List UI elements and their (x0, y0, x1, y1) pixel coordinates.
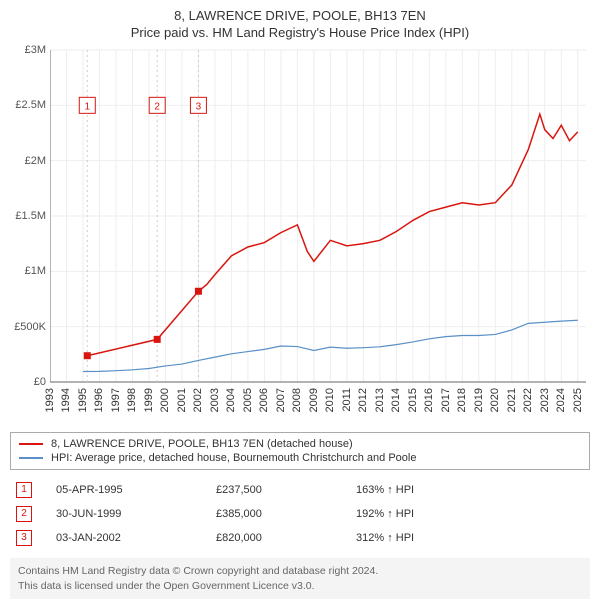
sale-date: 30-JUN-1999 (50, 502, 210, 526)
sale-price: £820,000 (210, 526, 350, 550)
x-axis-labels: 1993199419951996199719981999200020012002… (50, 386, 586, 426)
footer-line1: Contains HM Land Registry data © Crown c… (18, 564, 582, 579)
x-tick-label: 2005 (242, 388, 254, 412)
sale-delta: 192% ↑ HPI (350, 502, 590, 526)
x-tick-label: 2008 (291, 388, 303, 412)
legend-label-property: 8, LAWRENCE DRIVE, POOLE, BH13 7EN (deta… (51, 438, 353, 450)
sale-marker-icon: 3 (16, 530, 32, 546)
x-tick-label: 2003 (209, 388, 221, 412)
sale-marker-icon: 1 (16, 482, 32, 498)
y-tick-label: £1M (25, 265, 46, 277)
title-sub: Price paid vs. HM Land Registry's House … (10, 25, 590, 40)
sale-date: 05-APR-1995 (50, 478, 210, 502)
y-tick-label: £2.5M (15, 99, 46, 111)
chart-area: £0£500K£1M£1.5M£2M£2.5M£3M 123 (50, 46, 586, 386)
legend-label-hpi: HPI: Average price, detached house, Bour… (51, 452, 416, 464)
y-tick-label: £0 (34, 376, 46, 388)
legend: 8, LAWRENCE DRIVE, POOLE, BH13 7EN (deta… (10, 432, 590, 470)
x-tick-label: 2001 (176, 388, 188, 412)
legend-swatch-property (19, 443, 43, 445)
x-tick-label: 2014 (390, 388, 402, 412)
sales-table: 1 05-APR-1995£237,500163% ↑ HPI 2 30-JUN-19… (10, 478, 590, 550)
y-tick-label: £2M (25, 155, 46, 167)
x-tick-label: 2025 (572, 388, 584, 412)
x-tick-label: 2007 (275, 388, 287, 412)
y-tick-label: £1.5M (15, 210, 46, 222)
x-tick-label: 2002 (192, 388, 204, 412)
x-tick-label: 2022 (522, 388, 534, 412)
svg-text:3: 3 (196, 101, 202, 112)
x-tick-label: 2006 (258, 388, 270, 412)
y-tick-label: £500K (14, 321, 46, 333)
x-tick-label: 2012 (357, 388, 369, 412)
x-tick-label: 1994 (60, 388, 72, 412)
chart-title-block: 8, LAWRENCE DRIVE, POOLE, BH13 7EN Price… (10, 8, 590, 40)
x-tick-label: 2013 (374, 388, 386, 412)
x-tick-label: 2016 (423, 388, 435, 412)
sale-price: £385,000 (210, 502, 350, 526)
x-tick-label: 2021 (506, 388, 518, 412)
x-tick-label: 2009 (308, 388, 320, 412)
table-row: 3 03-JAN-2002£820,000312% ↑ HPI (10, 526, 590, 550)
line-chart-svg: 1 2 3 (50, 46, 586, 386)
x-tick-label: 2000 (159, 388, 171, 412)
x-tick-label: 2024 (555, 388, 567, 412)
x-tick-label: 2019 (473, 388, 485, 412)
svg-text:2: 2 (154, 101, 160, 112)
y-tick-label: £3M (25, 44, 46, 56)
x-tick-label: 2010 (324, 388, 336, 412)
sale-price: £237,500 (210, 478, 350, 502)
footer-line2: This data is licensed under the Open Gov… (18, 579, 582, 594)
table-row: 1 05-APR-1995£237,500163% ↑ HPI (10, 478, 590, 502)
sale-date: 03-JAN-2002 (50, 526, 210, 550)
x-tick-label: 2023 (539, 388, 551, 412)
x-tick-label: 2020 (489, 388, 501, 412)
x-tick-label: 2018 (456, 388, 468, 412)
sale-delta: 312% ↑ HPI (350, 526, 590, 550)
sale-delta: 163% ↑ HPI (350, 478, 590, 502)
x-tick-label: 2004 (225, 388, 237, 412)
svg-text:1: 1 (84, 101, 90, 112)
legend-item-hpi: HPI: Average price, detached house, Bour… (19, 451, 581, 465)
x-tick-label: 2017 (440, 388, 452, 412)
legend-swatch-hpi (19, 457, 43, 459)
x-tick-label: 1995 (77, 388, 89, 412)
legend-item-property: 8, LAWRENCE DRIVE, POOLE, BH13 7EN (deta… (19, 437, 581, 451)
x-tick-label: 1993 (44, 388, 56, 412)
x-tick-label: 2011 (341, 388, 353, 412)
x-tick-label: 2015 (407, 388, 419, 412)
sale-marker-icon: 2 (16, 506, 32, 522)
table-row: 2 30-JUN-1999£385,000192% ↑ HPI (10, 502, 590, 526)
title-main: 8, LAWRENCE DRIVE, POOLE, BH13 7EN (10, 8, 590, 23)
attribution-footer: Contains HM Land Registry data © Crown c… (10, 558, 590, 599)
x-tick-label: 1997 (110, 388, 122, 412)
x-tick-label: 1998 (126, 388, 138, 412)
x-tick-label: 1999 (143, 388, 155, 412)
x-tick-label: 1996 (93, 388, 105, 412)
